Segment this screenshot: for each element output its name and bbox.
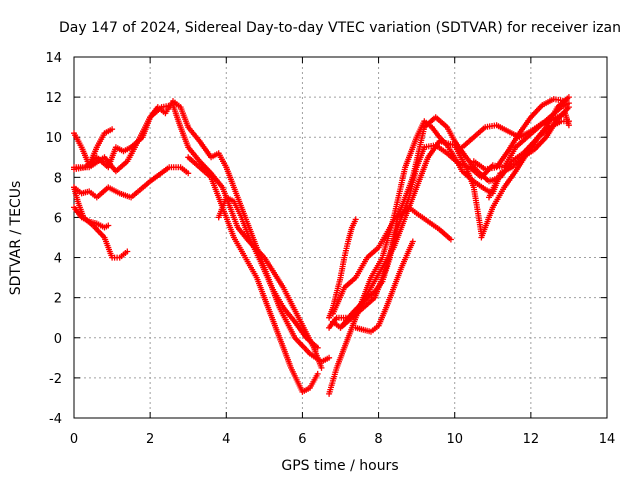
x-tick-label: 0 [70,432,78,447]
plot-frame [73,56,608,419]
x-tick-label: 10 [446,432,463,447]
y-tick-label: -4 [49,412,62,427]
y-tick-label: 0 [54,332,62,347]
series-points [337,204,454,331]
x-tick-label: 14 [599,432,616,447]
series-line [74,104,323,369]
series-arc-9 [215,194,321,351]
series-points [71,204,112,231]
y-tick-label: 10 [45,131,62,146]
y-tick-label: 14 [45,51,62,66]
y-tick-label: 2 [54,292,62,307]
series-arc-15 [337,204,454,331]
series-points [71,164,192,201]
series-points [215,194,321,351]
series-arc-20 [486,104,572,201]
data-series [71,94,572,397]
series-arc-10 [326,216,359,321]
x-tick-label: 12 [523,432,540,447]
y-tick-label: -2 [49,372,62,387]
series-points [326,216,359,321]
series-arc-5 [71,164,192,201]
y-tick-label: 12 [45,91,62,106]
x-tick-label: 4 [222,432,230,447]
series-arc-2 [71,204,112,231]
y-tick-label: 8 [54,171,62,186]
x-axis-label: GPS time / hours [281,458,398,474]
series-points [185,154,321,395]
x-tick-label: 2 [146,432,154,447]
chart-title: Day 147 of 2024, Sidereal Day-to-day VTE… [59,20,621,36]
x-tick-labels: 0 2 4 6 8 10 12 14 [70,432,615,447]
series-arc-16 [352,238,416,335]
x-tick-label: 8 [374,432,382,447]
series-arc-8 [185,154,321,395]
y-axis-label: SDTVAR / TECUs [8,181,24,296]
x-tick-label: 6 [298,432,306,447]
y-tick-label: 6 [54,211,62,226]
y-tick-labels: -4 -2 0 2 4 6 8 10 12 14 [45,51,62,427]
y-tick-label: 4 [54,252,62,267]
series-points [486,104,572,201]
series-points [470,96,569,173]
series-arc-19 [470,96,569,173]
series-points [352,238,416,335]
